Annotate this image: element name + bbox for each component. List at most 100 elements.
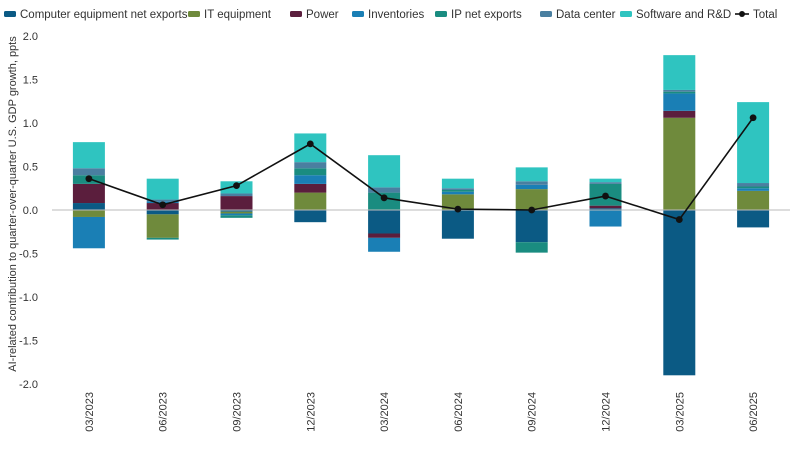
y-tick-label: 0.0 <box>23 205 38 217</box>
legend-swatch <box>4 11 16 17</box>
legend-label: IT equipment <box>204 9 272 21</box>
bar-segment <box>368 233 401 238</box>
bar-segment <box>368 155 401 188</box>
x-tick-label: 03/2023 <box>84 392 96 432</box>
legend-swatch <box>739 11 745 17</box>
total-point <box>749 114 757 122</box>
bar-segment <box>737 188 770 191</box>
bar-segment <box>663 117 696 210</box>
bar-segment <box>663 91 696 94</box>
legend-swatch <box>540 11 552 17</box>
total-point <box>380 194 388 202</box>
y-tick-label: -1.5 <box>19 336 38 348</box>
legend-swatch <box>435 11 447 17</box>
bar-segment <box>220 213 253 216</box>
bar-segment <box>441 188 474 190</box>
x-tick-label: 06/2025 <box>748 392 760 432</box>
bar-segment <box>663 110 696 118</box>
bar-segment <box>220 210 253 212</box>
total-point <box>85 175 93 183</box>
bar-segment <box>220 215 253 218</box>
bar-segment <box>441 194 474 210</box>
legend-label: IP net exports <box>451 9 522 21</box>
legend-swatch <box>290 11 302 17</box>
y-tick-label: -0.5 <box>19 249 38 261</box>
bar-segment <box>146 214 179 238</box>
bar-segment <box>72 142 105 169</box>
bar-segment <box>294 210 327 223</box>
total-series <box>85 114 757 223</box>
bar-segment <box>146 199 179 202</box>
bar-segment <box>737 210 770 228</box>
bar-segment <box>368 237 401 252</box>
bar-segment <box>589 182 622 184</box>
x-tick-label: 03/2025 <box>674 392 686 432</box>
bar-segment <box>589 210 622 227</box>
bar-segment <box>368 187 401 193</box>
bar-segment <box>515 242 548 253</box>
bar-segment <box>589 208 622 210</box>
legend-swatch <box>188 11 200 17</box>
total-point <box>159 201 167 209</box>
total-point <box>528 206 536 214</box>
legend-label: Computer equipment net exports <box>20 9 188 21</box>
bar-segment <box>368 210 401 234</box>
legend-label: Software and R&D <box>636 9 731 21</box>
x-tick-label: 06/2024 <box>453 392 465 432</box>
bar-segment <box>294 133 327 163</box>
x-tick-label: 09/2024 <box>527 392 539 432</box>
bar-segment <box>515 184 548 190</box>
bar-segment <box>294 168 327 176</box>
total-point <box>306 140 314 148</box>
bar-segment <box>294 183 327 193</box>
bar-segment <box>220 196 253 210</box>
bar-segment <box>220 193 253 197</box>
bar-segment <box>368 192 401 210</box>
bar-segment <box>737 186 770 189</box>
total-point <box>454 205 462 213</box>
y-axis-title: AI-related contribution to quarter-over-… <box>7 36 19 372</box>
bar-segment <box>441 191 474 195</box>
bar-segment <box>737 183 770 187</box>
legend-swatch <box>620 11 632 17</box>
y-tick-label: 1.0 <box>23 118 38 130</box>
bar-segment <box>146 178 179 200</box>
bar-segment <box>515 189 548 210</box>
total-point <box>602 192 609 200</box>
bar-segment <box>220 211 253 214</box>
bar-segment <box>72 203 105 210</box>
bar-segment <box>663 93 696 111</box>
x-tick-label: 06/2023 <box>158 392 170 432</box>
x-tick-label: 12/2024 <box>601 392 613 432</box>
bar-segment <box>72 168 105 176</box>
bar-segment <box>663 55 696 90</box>
bar-segment <box>146 237 179 240</box>
legend-label: Total <box>753 9 777 21</box>
bar-segment <box>663 89 696 92</box>
y-tick-label: 2.0 <box>23 31 38 43</box>
total-point <box>233 182 240 190</box>
y-tick-label: -1.0 <box>19 292 38 304</box>
bar-segment <box>441 178 474 189</box>
x-axis: 03/2023 06/2023 09/2023 12/2023 03/2024 06/20… <box>84 392 760 432</box>
bar-segment <box>663 210 696 376</box>
bar-segment <box>737 102 770 184</box>
bar-segment <box>294 192 327 210</box>
y-tick-label: -2.0 <box>19 379 38 391</box>
x-tick-label: 03/2024 <box>379 392 391 432</box>
bar-segment <box>515 210 548 243</box>
bars <box>52 55 790 376</box>
legend-label: Power <box>306 9 339 21</box>
bar-segment <box>589 205 622 209</box>
total-line <box>88 117 754 221</box>
bar-segment <box>515 167 548 182</box>
legend-swatch <box>352 11 364 17</box>
legend-label: Inventories <box>368 9 425 21</box>
y-axis: 2.0 1.5 1.0 0.5 0.0 -0.5 -1.0 -1.5 -2.0 <box>19 31 38 391</box>
total-point <box>675 216 683 223</box>
x-tick-label: 09/2023 <box>232 392 244 432</box>
x-tick-label: 12/2023 <box>305 392 317 432</box>
bar-segment <box>72 210 105 217</box>
bar-segment <box>589 178 622 183</box>
